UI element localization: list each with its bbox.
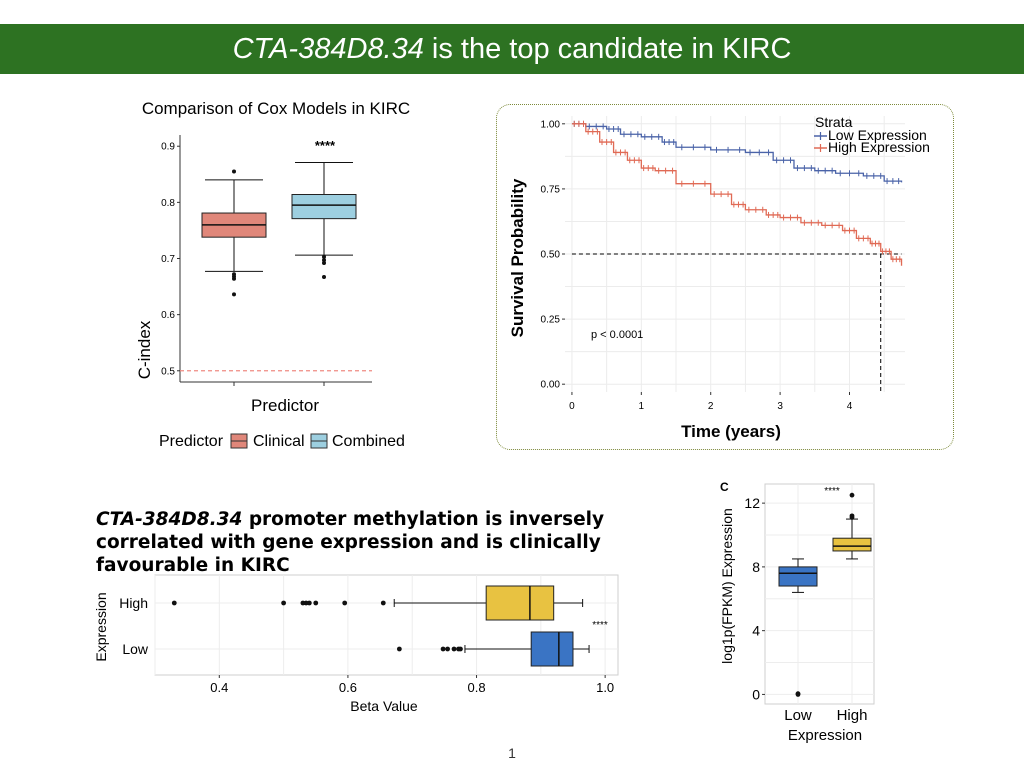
km-x-tick-label: 4 (847, 401, 853, 412)
beta-y-tick-label: High (119, 595, 148, 611)
cox-y-tick-label: 0.7 (161, 254, 175, 265)
expr-x-tick-label: Low (784, 707, 812, 724)
heading-text: promoter methylation is inversely correl… (96, 509, 605, 576)
expr-y-tick-label: 8 (752, 559, 760, 575)
beta-outlier (313, 600, 319, 606)
km-y-tick-label: 0.00 (541, 380, 561, 391)
beta-x-tick-label: 0.8 (467, 680, 485, 695)
expr-outlier (849, 515, 855, 520)
cox-outlier (232, 292, 236, 297)
cox-outlier (322, 258, 326, 263)
expr-y-axis-label: log1p(FPKM) Expression (719, 508, 735, 664)
km-pvalue: p < 0.0001 (591, 329, 643, 341)
survival-chart: 0.00 0.25 0.50 0.75 1.00 0 1 2 3 4 Survival Proba… (508, 114, 930, 441)
cox-y-tick-label: 0.9 (161, 142, 175, 153)
legend-combined-label: Combined (332, 433, 405, 450)
beta-box-high (485, 585, 555, 621)
beta-value-chart: 0.4 0.6 0.8 1.0 High Low Expression Beta Valu… (93, 574, 619, 714)
beta-outlier (440, 646, 446, 652)
cox-chart-title: Comparison of Cox Models in KIRC (142, 99, 410, 118)
beta-y-axis-label: Expression (93, 592, 109, 661)
beta-outlier (281, 600, 287, 606)
beta-x-tick-label: 0.6 (339, 680, 357, 695)
beta-outlier (171, 600, 177, 606)
cox-models-chart: Comparison of Cox Models in KIRC 0.50.60… (135, 99, 410, 450)
km-curve-low (571, 123, 903, 183)
expr-box-high (832, 537, 872, 552)
beta-outlier (458, 646, 463, 652)
cox-outlier (322, 275, 326, 280)
expr-x-axis-label: Expression (788, 727, 862, 744)
beta-significance: **** (592, 620, 608, 631)
km-y-tick-label: 1.00 (541, 119, 561, 130)
km-frame (496, 104, 954, 450)
expr-outlier (849, 492, 855, 498)
beta-outlier (451, 646, 457, 652)
beta-outlier (306, 600, 312, 606)
title-text: is the top candidate in KIRC (423, 33, 792, 65)
beta-outlier (342, 600, 348, 606)
page-number: 1 (508, 745, 516, 761)
legend-clinical-label: Clinical (253, 433, 305, 450)
expr-y-tick-label: 0 (752, 686, 760, 702)
title-gene: CTA-384D8.34 (232, 33, 424, 65)
km-y-tick-label: 0.25 (541, 315, 561, 326)
km-curve-high (571, 123, 903, 266)
cox-box-combined (291, 194, 357, 220)
beta-box-low (530, 631, 574, 667)
km-y-tick-label: 0.75 (541, 184, 561, 195)
cox-x-axis-label: Predictor (251, 396, 319, 415)
beta-y-tick-label: Low (122, 641, 149, 657)
km-legend-high: High Expression (828, 139, 930, 155)
beta-outlier (396, 646, 402, 652)
km-y-tick-label: 0.50 (541, 250, 561, 261)
km-legend-low: Low Expression (828, 127, 927, 143)
beta-outlier (380, 600, 386, 606)
beta-x-tick-label: 1.0 (596, 680, 614, 695)
expr-x-tick-label: High (837, 707, 868, 724)
expr-panel-label: C (720, 480, 729, 494)
expr-significance: **** (824, 486, 840, 497)
methylation-heading: CTA-384D8.34 promoter methylation is inv… (96, 508, 696, 577)
cox-outlier (322, 260, 326, 265)
expr-y-tick-label: 12 (744, 495, 760, 511)
heading-gene: CTA-384D8.34 (96, 509, 243, 530)
expr-plot-area: 0 4 8 12 Low High (744, 483, 875, 724)
expr-y-tick-label: 4 (752, 623, 760, 639)
km-x-tick-label: 1 (639, 401, 645, 412)
km-x-tick-label: 2 (708, 401, 714, 412)
cox-y-tick-label: 0.6 (161, 310, 175, 321)
cox-y-axis-label: C-index (135, 320, 154, 379)
expr-outlier (795, 692, 801, 697)
cox-y-tick-label: 0.8 (161, 198, 175, 209)
km-x-tick-label: 0 (569, 401, 575, 412)
cox-outlier (232, 169, 236, 174)
km-plot-area: 0.00 0.25 0.50 0.75 1.00 0 1 2 3 4 (541, 116, 905, 412)
expr-panel (764, 483, 875, 705)
beta-outlier (445, 646, 450, 652)
slide-title: CTA-384D8.34 is the top candidate in KIR… (0, 24, 1024, 74)
cox-plot-area: 0.5 0.6 0.7 0.8 0.9 (161, 135, 372, 386)
cox-legend-title: Predictor (159, 433, 224, 450)
km-x-tick-label: 3 (777, 401, 783, 412)
expression-chart: 0 4 8 12 Low High C log1p(FPKM) Expression Ex… (719, 480, 875, 744)
cox-y-tick-label: 0.5 (161, 366, 175, 377)
cox-outlier (232, 276, 236, 281)
km-x-axis-label: Time (years) (681, 422, 781, 441)
km-legend-title: Strata (815, 114, 853, 130)
beta-x-axis-label: Beta Value (350, 698, 418, 714)
cox-outlier (322, 254, 326, 259)
expr-box-low (778, 566, 818, 587)
cox-significance: **** (315, 138, 336, 153)
beta-x-tick-label: 0.4 (210, 680, 228, 695)
km-y-axis-label: Survival Probability (508, 178, 527, 337)
beta-plot-area: 0.4 0.6 0.8 1.0 High Low (119, 574, 619, 695)
